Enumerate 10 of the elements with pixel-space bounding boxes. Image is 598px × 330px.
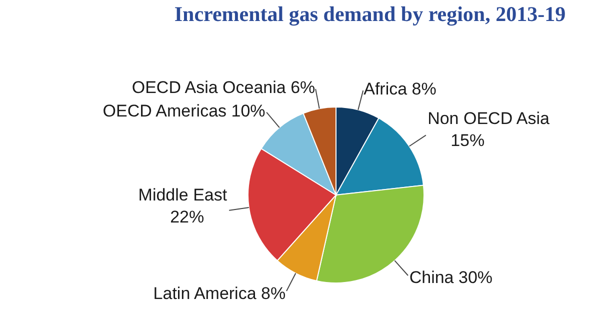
slice-label: OECD Americas 10% xyxy=(102,102,266,121)
slice-label: Middle East xyxy=(138,186,228,205)
slice-label: Latin America 8% xyxy=(153,284,286,303)
chart-title: Incremental gas demand by region, 2013-19 xyxy=(173,2,567,27)
slice-label: OECD Asia Oceania 6% xyxy=(132,78,316,97)
slice-label: China 30% xyxy=(409,268,493,287)
data-label: 15% xyxy=(450,131,485,150)
data-label: 22% xyxy=(170,208,204,227)
slice-label: Non OECD Asia xyxy=(428,109,550,128)
slice-label: Africa 8% xyxy=(364,80,436,99)
